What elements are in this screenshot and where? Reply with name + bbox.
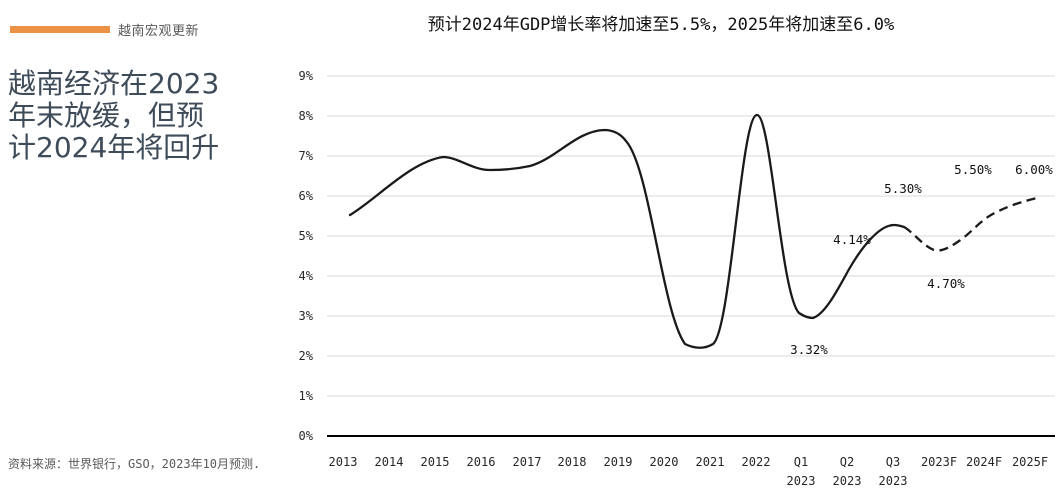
x-tick-2023f: 2023F — [921, 455, 957, 469]
y-tick-3: 3% — [299, 309, 314, 323]
data-labels: 3.32% 4.14% 5.30% 4.70% 5.50% 6.00% — [790, 162, 1053, 357]
chart-title: 预计2024年GDP增长率将加速至5.5%，2025年将加速至6.0% — [427, 15, 895, 35]
headline: 越南经济在2023 年末放缓，但预 计2024年将回升 — [8, 68, 273, 164]
gdp-line-forecast — [903, 196, 1038, 252]
y-tick-9: 9% — [299, 69, 314, 83]
label-q2-2023: 4.14% — [833, 232, 871, 247]
x-tick-2021: 2021 — [696, 455, 725, 469]
y-tick-8: 8% — [299, 109, 314, 123]
label-2024f: 5.50% — [954, 162, 992, 177]
x-tick-q1: Q1 — [794, 455, 808, 469]
x-tick-q2-year: 2023 — [833, 474, 862, 488]
x-tick-q2: Q2 — [840, 455, 854, 469]
x-tick-2017: 2017 — [513, 455, 542, 469]
x-tick-2016: 2016 — [467, 455, 496, 469]
y-tick-0: 0% — [299, 429, 314, 443]
x-tick-q3-year: 2023 — [879, 474, 908, 488]
x-tick-2024f: 2024F — [966, 455, 1002, 469]
y-tick-1: 1% — [299, 389, 314, 403]
label-2025f: 6.00% — [1015, 162, 1053, 177]
source-note: 资料来源：世界银行，GSO，2023年10月预测. — [8, 457, 261, 471]
accent-bar-icon — [10, 25, 110, 33]
gridlines — [327, 75, 1055, 397]
y-tick-4: 4% — [299, 269, 314, 283]
x-tick-2022: 2022 — [742, 455, 771, 469]
label-q1-2023: 3.32% — [790, 342, 828, 357]
y-tick-5: 5% — [299, 229, 314, 243]
x-tick-2014: 2014 — [375, 455, 404, 469]
x-tick-2018: 2018 — [558, 455, 587, 469]
y-tick-7: 7% — [299, 149, 314, 163]
label-q3-2023: 5.30% — [884, 181, 922, 196]
brand-header: 越南宏观更新 — [10, 20, 200, 39]
y-tick-6: 6% — [299, 189, 314, 203]
y-axis-labels: 9% 8% 7% 6% 5% 4% 3% 2% 1% 0% — [299, 69, 314, 443]
headline-line-3: 计2024年将回升 — [8, 131, 220, 164]
x-axis-labels: 2013 2014 2015 2016 2017 2018 2019 2020 … — [329, 455, 1049, 488]
x-tick-2019: 2019 — [604, 455, 633, 469]
headline-line-1: 越南经济在2023 — [8, 67, 220, 100]
x-tick-q3: Q3 — [886, 455, 900, 469]
headline-line-2: 年末放缓，但预 — [8, 99, 205, 132]
x-tick-2013: 2013 — [329, 455, 358, 469]
x-tick-2025f: 2025F — [1012, 455, 1048, 469]
x-tick-q1-year: 2023 — [787, 474, 816, 488]
brand-label: 越南宏观更新 — [118, 23, 200, 39]
gdp-line-actual — [348, 113, 906, 349]
y-tick-2: 2% — [299, 349, 314, 363]
x-tick-2020: 2020 — [650, 455, 679, 469]
x-tick-2015: 2015 — [421, 455, 450, 469]
label-2023f: 4.70% — [927, 276, 965, 291]
